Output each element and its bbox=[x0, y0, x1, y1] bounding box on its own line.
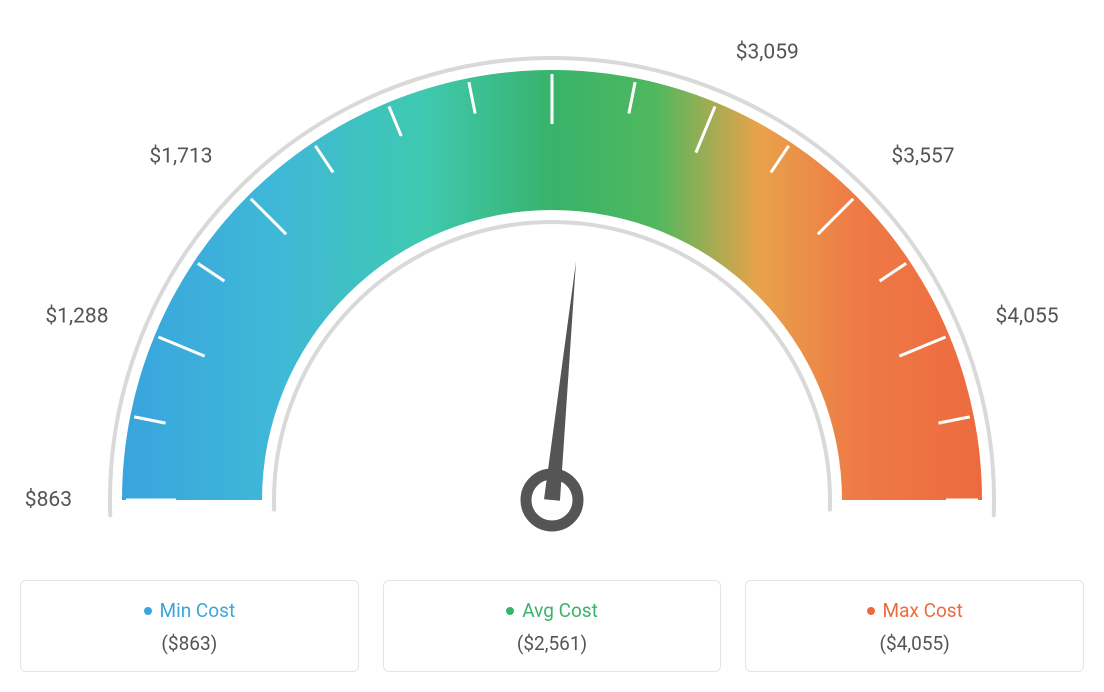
legend-dot-avg bbox=[506, 607, 514, 615]
svg-text:$1,713: $1,713 bbox=[149, 145, 212, 169]
svg-text:$3,557: $3,557 bbox=[891, 145, 954, 169]
legend-row: Min Cost ($863) Avg Cost ($2,561) Max Co… bbox=[20, 580, 1084, 672]
gauge-svg: $863 $1,288 $1,713 $2,561 $3,059 $3,557 $4,055 bbox=[20, 20, 1084, 560]
legend-label-avg: Avg Cost bbox=[522, 599, 598, 622]
legend-dot-min bbox=[144, 607, 152, 615]
legend-value-max: ($4,055) bbox=[766, 632, 1063, 655]
svg-text:$1,288: $1,288 bbox=[45, 304, 108, 328]
legend-card-max: Max Cost ($4,055) bbox=[745, 580, 1084, 672]
svg-text:$2,561: $2,561 bbox=[520, 20, 583, 22]
svg-text:$4,055: $4,055 bbox=[995, 304, 1058, 328]
legend-label-min: Min Cost bbox=[160, 599, 236, 622]
svg-text:$863: $863 bbox=[25, 488, 72, 512]
legend-label-max: Max Cost bbox=[883, 599, 963, 622]
legend-value-min: ($863) bbox=[41, 632, 338, 655]
legend-dot-max bbox=[867, 607, 875, 615]
svg-text:$3,059: $3,059 bbox=[736, 41, 799, 65]
legend-value-avg: ($2,561) bbox=[404, 632, 701, 655]
legend-title-min: Min Cost bbox=[144, 599, 236, 622]
legend-title-max: Max Cost bbox=[867, 599, 963, 622]
legend-title-avg: Avg Cost bbox=[506, 599, 598, 622]
gauge-chart: $863 $1,288 $1,713 $2,561 $3,059 $3,557 $4,055 bbox=[20, 20, 1084, 560]
legend-card-min: Min Cost ($863) bbox=[20, 580, 359, 672]
legend-card-avg: Avg Cost ($2,561) bbox=[383, 580, 722, 672]
